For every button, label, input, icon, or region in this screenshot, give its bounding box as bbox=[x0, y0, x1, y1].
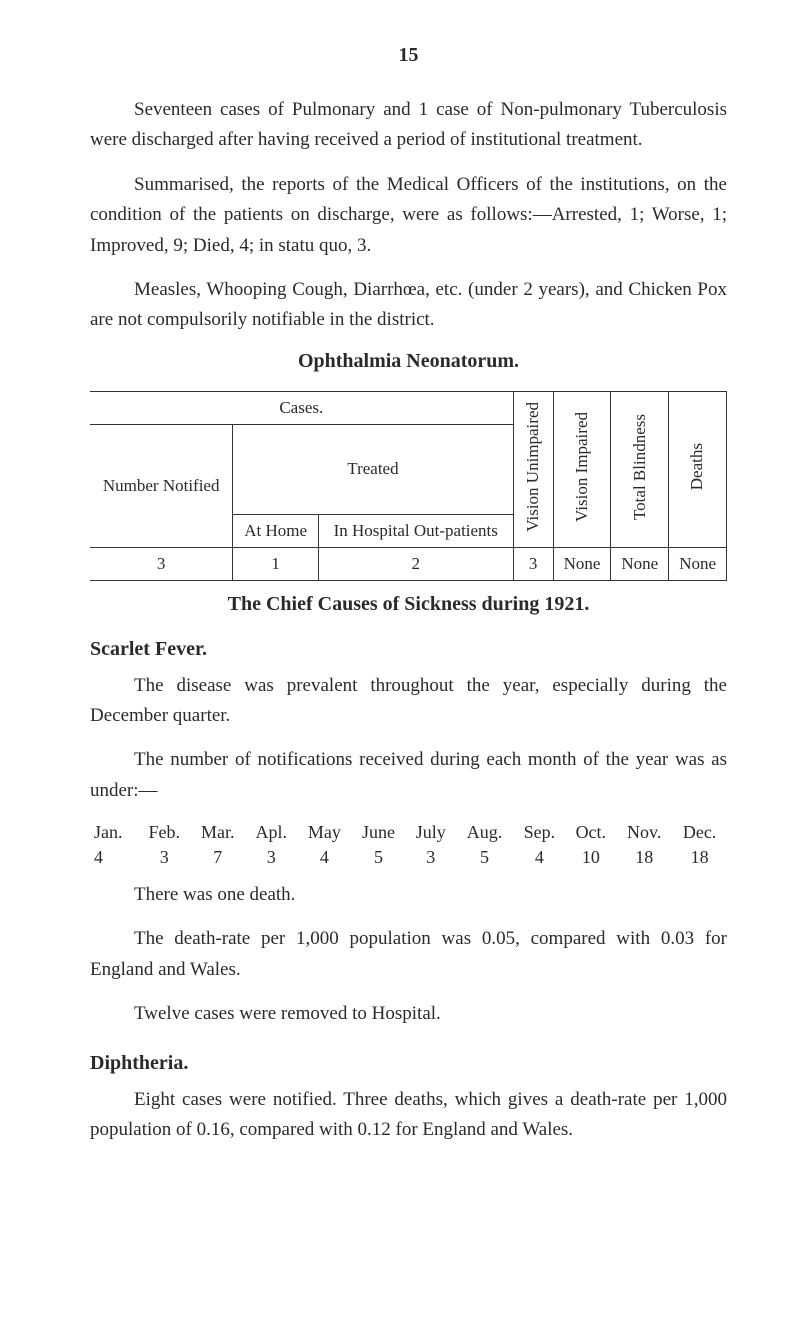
month-apl: Apl. bbox=[245, 820, 297, 845]
th-deaths: Deaths bbox=[669, 391, 727, 547]
th-number-notified: Number Notified bbox=[90, 424, 233, 547]
month-june: June bbox=[351, 820, 405, 845]
cell-total-blindness: None bbox=[611, 547, 669, 580]
th-vision-impaired: Vision Impaired bbox=[553, 391, 611, 547]
val-sep: 4 bbox=[513, 845, 565, 870]
heading-chief-causes: The Chief Causes of Sickness during 1921… bbox=[90, 593, 727, 616]
months-table: Jan. Feb. Mar. Apl. May June July Aug. S… bbox=[90, 820, 727, 870]
cell-at-home: 1 bbox=[233, 547, 319, 580]
val-aug: 5 bbox=[456, 845, 513, 870]
paragraph-tb-discharge: Seventeen cases of Pulmonary and 1 case … bbox=[90, 95, 727, 156]
cell-deaths: None bbox=[669, 547, 727, 580]
document-page: 15 Seventeen cases of Pulmonary and 1 ca… bbox=[0, 0, 801, 1324]
month-aug: Aug. bbox=[456, 820, 513, 845]
val-june: 5 bbox=[351, 845, 405, 870]
ophthalmia-table: Cases. Vision Unimpaired Vision Impaired… bbox=[90, 391, 727, 581]
val-oct: 10 bbox=[565, 845, 616, 870]
th-in-hospital: In Hospital Out-patients bbox=[318, 514, 513, 547]
paragraph-summary: Summarised, the reports of the Medical O… bbox=[90, 170, 727, 261]
month-july: July bbox=[406, 820, 456, 845]
val-apl: 3 bbox=[245, 845, 297, 870]
paragraph-scarlet-5: Twelve cases were removed to Hospital. bbox=[90, 999, 727, 1029]
month-oct: Oct. bbox=[565, 820, 616, 845]
heading-diphtheria: Diphtheria. bbox=[90, 1052, 727, 1075]
th-total-blindness: Total Blindness bbox=[611, 391, 669, 547]
paragraph-measles: Measles, Whooping Cough, Diarrhœa, etc. … bbox=[90, 275, 727, 336]
paragraph-scarlet-4: The death-rate per 1,000 population was … bbox=[90, 924, 727, 985]
val-july: 3 bbox=[406, 845, 456, 870]
table-row: 3 1 2 3 None None None bbox=[90, 547, 727, 580]
month-may: May bbox=[297, 820, 351, 845]
cell-number-notified: 3 bbox=[90, 547, 233, 580]
month-sep: Sep. bbox=[513, 820, 565, 845]
months-header-row: Jan. Feb. Mar. Apl. May June July Aug. S… bbox=[90, 820, 727, 845]
val-feb: 3 bbox=[138, 845, 190, 870]
month-feb: Feb. bbox=[138, 820, 190, 845]
paragraph-scarlet-1: The disease was prevalent throughout the… bbox=[90, 671, 727, 732]
months-values-row: 4 3 7 3 4 5 3 5 4 10 18 18 bbox=[90, 845, 727, 870]
heading-ophthalmia: Ophthalmia Neonatorum. bbox=[90, 350, 727, 373]
val-may: 4 bbox=[297, 845, 351, 870]
month-dec: Dec. bbox=[672, 820, 727, 845]
heading-scarlet-fever: Scarlet Fever. bbox=[90, 638, 727, 661]
val-dec: 18 bbox=[672, 845, 727, 870]
month-mar: Mar. bbox=[190, 820, 245, 845]
val-nov: 18 bbox=[616, 845, 672, 870]
page-number: 15 bbox=[90, 44, 727, 67]
paragraph-scarlet-2: The number of notifications received dur… bbox=[90, 745, 727, 806]
cell-vision-unimpaired: 3 bbox=[513, 547, 553, 580]
val-jan: 4 bbox=[90, 845, 138, 870]
paragraph-scarlet-3: There was one death. bbox=[90, 880, 727, 910]
val-mar: 7 bbox=[190, 845, 245, 870]
th-at-home: At Home bbox=[233, 514, 319, 547]
month-jan: Jan. bbox=[90, 820, 138, 845]
month-nov: Nov. bbox=[616, 820, 672, 845]
cell-in-hospital: 2 bbox=[318, 547, 513, 580]
paragraph-diphtheria-1: Eight cases were notified. Three deaths,… bbox=[90, 1085, 727, 1146]
th-vision-unimpaired: Vision Unimpaired bbox=[513, 391, 553, 547]
th-cases: Cases. bbox=[90, 391, 513, 424]
th-treated: Treated bbox=[233, 424, 513, 514]
cell-vision-impaired: None bbox=[553, 547, 611, 580]
